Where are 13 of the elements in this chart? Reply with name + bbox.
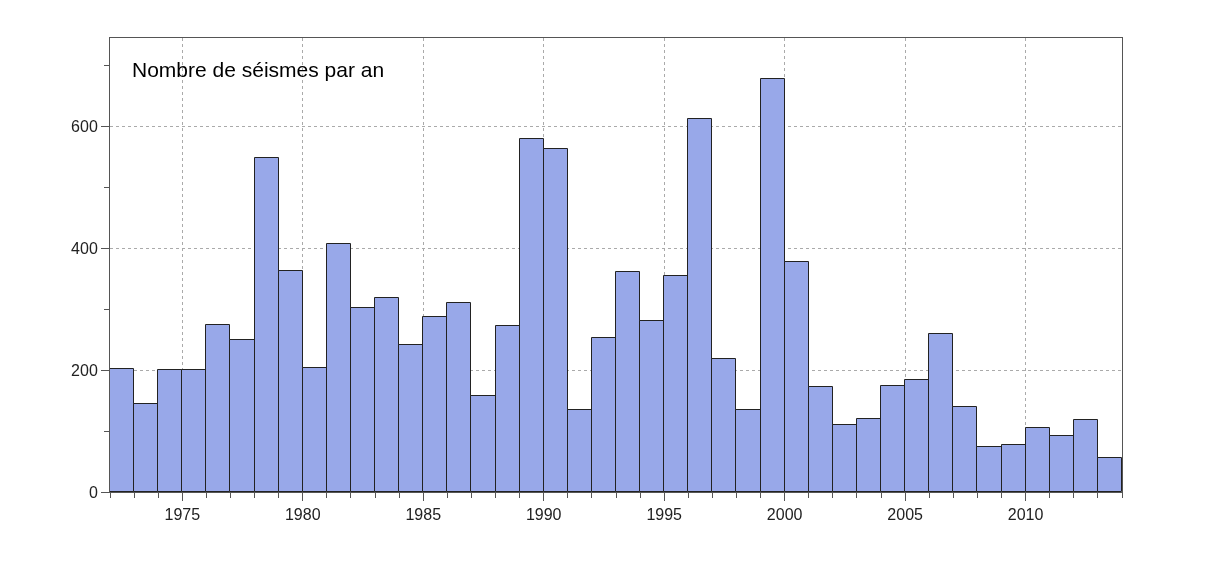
y-tick-label: 600 (71, 117, 98, 135)
x-tick-label: 2000 (766, 506, 803, 524)
y-tick-label: 0 (88, 483, 98, 501)
y-tick-label: 400 (71, 239, 98, 257)
x-tick-label: 2005 (887, 506, 924, 524)
text: Nombre de séismes par an (132, 58, 385, 81)
x-tick-label: 1975 (164, 506, 201, 524)
y-tick-label: 200 (71, 361, 98, 379)
x-tick-label: 1990 (525, 506, 562, 524)
x-tick-label: 1985 (405, 506, 442, 524)
x-tick-label: 2010 (1007, 506, 1044, 524)
x-tick-label: 1995 (646, 506, 683, 524)
x-tick-label: 1980 (284, 506, 321, 524)
